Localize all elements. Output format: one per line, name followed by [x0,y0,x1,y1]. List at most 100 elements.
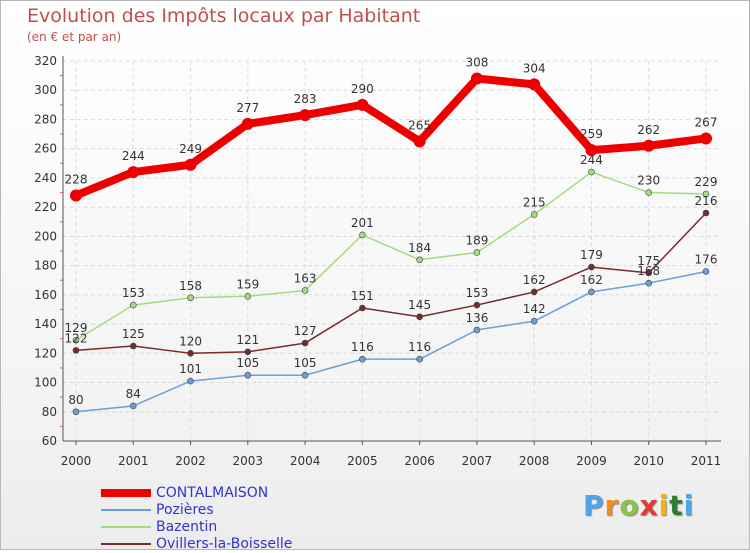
data-point [473,326,481,334]
y-tick-label: 60 [42,434,57,448]
data-label: 290 [351,82,374,96]
data-label: 121 [236,333,259,347]
data-point [244,293,252,300]
legend-item: Bazentin [101,519,361,536]
data-label: 244 [580,153,603,167]
data-labels: 80 84 101 105 105 116 116 136 142 162 168 176 129 153… [65,56,718,407]
y-tick-label: 320 [34,54,57,68]
y-tick-label: 160 [34,288,57,302]
chart-subtitle: (en € et par an) [27,30,122,44]
y-tick-label: 100 [34,376,57,390]
x-tick-label: 2008 [519,454,550,468]
data-point [356,98,369,111]
data-label: 163 [294,271,317,285]
data-label: 145 [408,298,431,312]
data-label: 127 [294,324,317,338]
data-label: 162 [580,273,603,287]
data-point [588,288,595,296]
data-label: 249 [179,142,202,156]
series [70,72,712,416]
legend-swatch [101,489,151,497]
data-point [244,371,252,379]
data-label: 153 [122,286,145,300]
logo-letter: r [604,489,620,522]
data-point [129,402,137,410]
data-point [416,355,423,363]
x-tick-label: 2000 [61,454,92,468]
data-label: 153 [465,286,488,300]
data-point [588,263,595,271]
data-point [702,190,710,198]
data-point [645,189,653,196]
data-point [244,348,252,356]
data-point [473,249,481,256]
data-point [645,269,653,277]
legend-item: CONTALMAISON [101,485,361,502]
data-label: 120 [179,334,202,348]
legend-label: Ovillers-la-Boisselle [156,536,293,552]
x-tick-label: 2004 [290,454,321,468]
data-label: 105 [294,356,317,370]
data-label: 230 [637,174,660,188]
data-label: 176 [695,252,718,266]
data-point [702,268,710,275]
data-point [187,294,194,302]
data-label: 267 [695,115,718,129]
data-point [416,256,423,264]
legend-item: Ovillers-la-Boisselle [101,536,361,553]
data-label: 215 [523,195,546,209]
data-label: 189 [465,233,488,247]
data-point [588,168,595,176]
y-tick-label: 120 [34,346,57,360]
data-label: 308 [465,56,488,70]
data-label: 168 [637,264,660,278]
data-point [299,109,312,122]
x-tick-label: 2010 [633,454,664,468]
data-point [642,139,655,152]
data-label: 101 [179,362,202,376]
y-tick-label: 200 [34,229,57,243]
data-label: 159 [236,277,259,291]
data-point [702,209,710,217]
chart-title: Evolution des Impôts locaux par Habitant [27,5,421,27]
x-tick-label: 2003 [233,454,264,468]
y-tick-label: 280 [34,112,57,126]
data-point [72,347,80,354]
data-point [187,350,194,357]
logo-letter: x [639,489,659,522]
data-point [530,211,538,218]
data-point [416,313,423,321]
data-point [127,166,140,179]
data-label: 84 [126,387,141,401]
data-label: 175 [637,254,660,268]
data-label: 228 [65,172,88,186]
y-tick-label: 180 [34,259,57,273]
data-point [301,287,309,294]
data-point [413,135,426,148]
x-tick-label: 2001 [118,454,149,468]
y-tick-label: 240 [34,171,57,185]
data-point [585,144,598,157]
data-label: 116 [408,340,431,354]
data-label: 162 [523,273,546,287]
grid [63,60,721,442]
data-point [72,408,80,416]
data-point [700,132,712,145]
data-label: 179 [580,248,603,262]
data-point [473,301,481,309]
data-label: 184 [408,241,431,255]
data-label: 122 [65,331,88,345]
data-label: 265 [408,118,431,132]
data-label: 262 [637,123,660,137]
data-point [187,377,194,385]
legend-label: CONTALMAISON [156,485,269,501]
data-point [72,336,80,344]
data-point [645,279,653,287]
x-tick-label: 2005 [347,454,378,468]
data-label: 116 [351,340,374,354]
logo-letter: i [683,489,695,522]
data-label: 136 [465,311,488,325]
data-label: 125 [122,327,145,341]
